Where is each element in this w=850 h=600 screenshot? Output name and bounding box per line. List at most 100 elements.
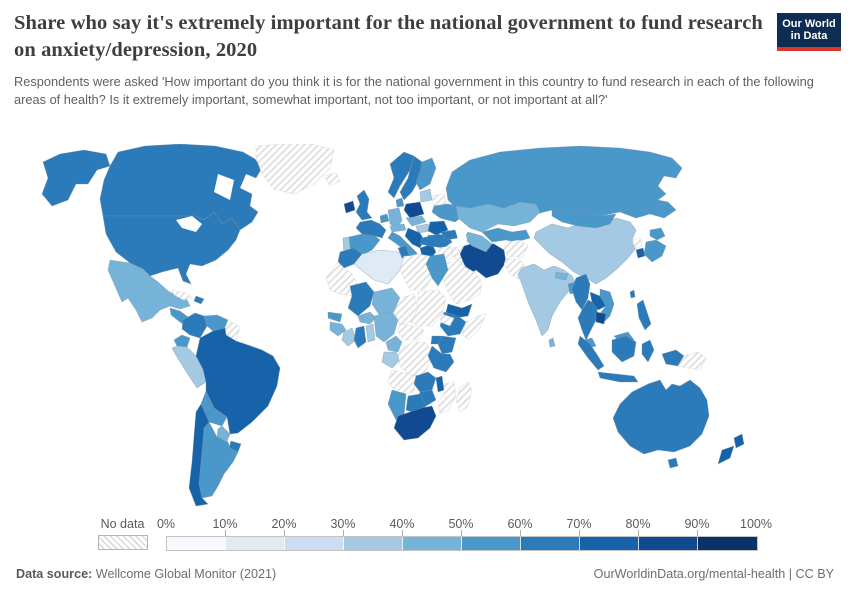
legend-tick [638, 530, 639, 536]
legend-tick [520, 530, 521, 536]
region-baltics[interactable] [419, 188, 433, 203]
region-united-kingdom[interactable] [355, 189, 373, 221]
region-afghanistan[interactable] [503, 239, 529, 259]
data-source-value: Wellcome Global Monitor (2021) [92, 567, 277, 581]
region-kenya[interactable] [437, 335, 457, 355]
great-lakes-water [176, 216, 202, 232]
legend-bin-40%[interactable] [403, 537, 462, 550]
region-south-africa[interactable] [393, 405, 437, 441]
legend-bin-80%[interactable] [639, 537, 698, 550]
region-czech-slovakia[interactable] [405, 215, 427, 227]
region-india[interactable] [517, 263, 577, 337]
legend-bin-60%[interactable] [521, 537, 580, 550]
legend-bin-70%[interactable] [580, 537, 639, 550]
region-mongolia[interactable] [551, 209, 617, 229]
region-greenland[interactable] [255, 143, 335, 195]
data-source: Data source: Wellcome Global Monitor (20… [16, 567, 276, 581]
region-malawi[interactable] [435, 375, 445, 393]
region-algeria[interactable] [353, 249, 405, 285]
region-ivory-coast[interactable] [341, 327, 357, 347]
region-norway[interactable] [387, 151, 415, 199]
region-sri-lanka[interactable] [548, 337, 556, 348]
region-nigeria[interactable] [373, 311, 399, 343]
legend-bin-90%[interactable] [698, 537, 757, 550]
region-saudi-arabia[interactable] [441, 257, 483, 305]
legend-tick [579, 530, 580, 536]
region-thailand[interactable] [577, 299, 599, 341]
chart-footer: Data source: Wellcome Global Monitor (20… [16, 567, 834, 581]
region-papua-new-guinea[interactable] [677, 351, 707, 371]
region-japan[interactable] [643, 227, 667, 263]
no-data-swatch[interactable] [98, 535, 148, 550]
legend-tick [284, 530, 285, 536]
legend-bin-10%[interactable] [226, 537, 285, 550]
region-south-korea[interactable] [635, 247, 646, 259]
region-ireland[interactable] [343, 200, 356, 214]
region-libya[interactable] [399, 253, 433, 291]
legend-bin-20%[interactable] [285, 537, 344, 550]
region-finland[interactable] [415, 157, 437, 191]
region-benelux[interactable] [379, 213, 390, 224]
region-cambodia[interactable] [595, 311, 607, 325]
region-myanmar[interactable] [571, 273, 591, 311]
region-laos[interactable] [589, 291, 607, 311]
region-new-zealand[interactable] [717, 433, 745, 465]
region-indonesia[interactable] [577, 335, 685, 383]
region-dominican-republic[interactable] [193, 295, 205, 305]
region-madagascar[interactable] [455, 381, 473, 413]
legend-bin-30%[interactable] [344, 537, 403, 550]
region-drc[interactable] [397, 341, 433, 377]
region-cuba[interactable] [171, 289, 193, 301]
region-chile[interactable] [188, 403, 210, 507]
region-central-african-republic[interactable] [397, 323, 425, 341]
region-ecuador[interactable] [173, 334, 191, 348]
region-angola[interactable] [387, 369, 417, 395]
legend-bin-50%[interactable] [462, 537, 521, 550]
region-mali[interactable] [347, 281, 375, 317]
region-guinea[interactable] [329, 321, 347, 337]
region-peru[interactable] [171, 345, 207, 389]
region-eritrea[interactable] [439, 313, 455, 327]
region-ghana[interactable] [353, 325, 367, 349]
legend-bin-0%[interactable] [167, 537, 226, 550]
region-gabon-congo[interactable] [381, 351, 401, 369]
region-togo-benin[interactable] [365, 323, 376, 343]
legend-ticks [166, 530, 758, 536]
world-map [0, 143, 850, 510]
region-iceland[interactable] [323, 172, 341, 187]
region-north-korea[interactable] [631, 237, 643, 249]
region-burkina-faso[interactable] [357, 311, 377, 325]
page-title: Share who say it's extremely important f… [14, 12, 763, 62]
legend-tick-labels: 0% 10% 20% 30% 40% 50% 60% 70% 80% 90% 100% [157, 517, 772, 531]
attribution-link[interactable]: OurWorldinData.org/mental-health | CC BY [593, 567, 834, 581]
region-cameroon[interactable] [385, 335, 403, 353]
region-nepal[interactable] [554, 271, 569, 281]
region-denmark[interactable] [395, 197, 405, 208]
region-kyrgyzstan-tajikistan[interactable] [505, 229, 531, 243]
chart-header: Share who say it's extremely important f… [14, 10, 814, 109]
legend-tick-label-10%: 10% [212, 517, 238, 531]
owid-logo[interactable]: Our World in Data [777, 13, 841, 51]
region-taiwan[interactable] [629, 289, 636, 299]
region-sudan[interactable] [411, 289, 447, 327]
region-egypt[interactable] [425, 253, 449, 287]
legend-tick-label-100%: 100% [740, 517, 772, 531]
legend-tick [225, 530, 226, 536]
region-senegal[interactable] [327, 311, 343, 323]
region-colombia[interactable] [181, 312, 208, 339]
region-hungary[interactable] [415, 223, 431, 234]
legend-tick-label-80%: 80% [625, 517, 651, 531]
region-austria-switzerland[interactable] [389, 223, 407, 233]
region-philippines[interactable] [636, 299, 652, 331]
region-tanzania[interactable] [427, 345, 455, 373]
region-brazil[interactable] [195, 327, 281, 435]
region-mexico[interactable] [107, 259, 191, 323]
region-somalia[interactable] [461, 313, 487, 341]
no-data-label: No data [100, 517, 145, 531]
region-australia[interactable] [612, 379, 710, 469]
legend-tick-label-90%: 90% [684, 517, 710, 531]
region-mozambique[interactable] [437, 381, 457, 415]
region-kazakhstan[interactable] [455, 201, 541, 233]
region-poland[interactable] [403, 201, 425, 219]
region-france[interactable] [355, 219, 387, 239]
